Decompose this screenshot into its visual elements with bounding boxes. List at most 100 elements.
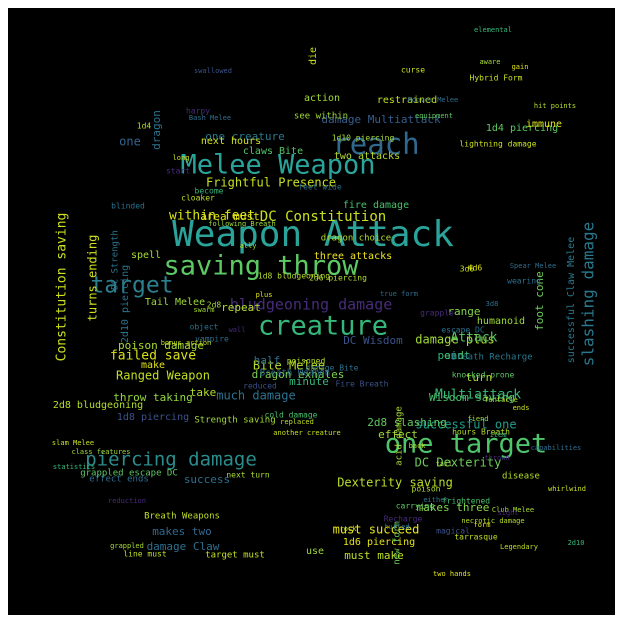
cloud-word: vampire <box>195 335 229 344</box>
cloud-word: dragon <box>150 110 163 150</box>
cloud-word: carrying <box>396 502 435 511</box>
cloud-word: wall <box>229 326 246 334</box>
cloud-word: harpy <box>186 107 210 116</box>
cloud-word: elemental <box>474 26 512 34</box>
cloud-word: success <box>184 473 230 486</box>
cloud-word: half <box>254 354 281 367</box>
cloud-word: swarm <box>193 306 214 314</box>
cloud-word: Tentacle <box>484 396 518 404</box>
cloud-word: blinded <box>111 202 145 211</box>
cloud-word: fire damage <box>343 200 409 211</box>
cloud-word: DC Dexterity <box>415 456 502 470</box>
cloud-word: 1d4 piercing <box>486 123 558 134</box>
cloud-word: damage Claw <box>147 540 220 553</box>
cloud-word: poisoned <box>287 357 326 366</box>
cloud-word: damage Bite <box>306 364 359 373</box>
cloud-word: humanoid <box>477 316 525 327</box>
cloud-word: Breath Recharge <box>451 353 532 363</box>
cloud-word: cold damage <box>265 411 318 420</box>
cloud-word: gain <box>512 63 529 71</box>
cloud-word: new form <box>393 521 403 564</box>
cloud-word: statistics <box>53 463 95 471</box>
cloud-word: 3d6 <box>460 265 475 274</box>
cloud-word: target <box>90 273 173 299</box>
cloud-word: successful Claw Melee <box>566 237 577 363</box>
cloud-word: claws Bite <box>243 146 303 157</box>
cloud-word: saving throw <box>163 251 359 282</box>
cloud-word: damage plus <box>415 333 494 347</box>
word-cloud: Weapon Attack Melee Weapon saving throw one… <box>8 8 615 615</box>
cloud-word: back <box>409 442 427 450</box>
cloud-word: hurled <box>384 523 409 531</box>
cloud-word: true form <box>380 290 418 298</box>
cloud-word: acid damage <box>395 406 405 466</box>
cloud-word: Strength saving <box>194 416 275 426</box>
cloud-word: action <box>304 93 340 104</box>
cloud-word: line must <box>123 550 167 559</box>
cloud-word: start <box>166 167 190 176</box>
cloud-word: slashing damage <box>579 222 598 367</box>
cloud-word: effect ends <box>89 475 149 485</box>
cloud-word: Ranged Weapon <box>116 369 210 383</box>
cloud-word: use <box>306 546 324 557</box>
cloud-word: 1d6 piercing <box>343 537 415 548</box>
cloud-word: piercing damage <box>85 449 257 471</box>
cloud-word: another creature <box>273 429 340 437</box>
cloud-word: lightning damage <box>459 140 536 149</box>
cloud-word: escape DC <box>441 326 485 335</box>
cloud-word: target must <box>205 551 265 561</box>
cloud-word: Bash Melee <box>189 114 231 122</box>
cloud-word: hours Breath <box>452 428 510 437</box>
cloud-word: bludgeoning damage <box>230 296 393 314</box>
cloud-word: dragon choice <box>321 234 391 244</box>
cloud-word: dragon exhales <box>252 368 345 381</box>
cloud-word: die <box>308 47 319 65</box>
cloud-word: grapple <box>420 309 454 318</box>
cloud-word: 2d10 piercing <box>120 265 131 343</box>
cloud-word: Multiattack <box>435 388 521 403</box>
cloud-word: Weapon Attack <box>172 214 454 255</box>
cloud-word: creature <box>258 311 388 342</box>
cloud-word: minute <box>289 375 329 388</box>
cloud-word: necrotic damage <box>461 517 524 525</box>
cloud-word: ally <box>240 242 257 250</box>
cloud-word: grappled <box>110 542 144 550</box>
cloud-word: two hands <box>433 570 471 578</box>
cloud-word: either <box>423 496 448 504</box>
word-cloud-background <box>8 8 615 615</box>
cloud-word: equipment <box>415 112 453 120</box>
cloud-word: aware <box>479 58 500 66</box>
cloud-word: turns ending <box>86 235 100 322</box>
cloud-word: Bite Melee <box>253 359 325 373</box>
cloud-word: within feet <box>169 209 255 224</box>
cloud-word: damage Multiattack <box>321 113 441 126</box>
cloud-word: tail <box>436 460 453 468</box>
cloud-word: two attacks <box>334 151 400 162</box>
cloud-word: 4d6 <box>468 264 483 273</box>
cloud-word: 1d8 bludgeoning <box>258 272 330 281</box>
cloud-word: Dexterity saving <box>337 476 453 490</box>
cloud-word: ends <box>513 404 530 412</box>
cloud-word: DC Strength <box>111 230 121 290</box>
cloud-word: frightened <box>442 497 490 506</box>
cloud-word: whirlwind <box>548 485 586 493</box>
cloud-word: Frightful Presence <box>206 176 336 190</box>
cloud-word: three attacks <box>314 251 392 262</box>
cloud-word: makes two <box>152 525 212 538</box>
cloud-word: restrained <box>377 95 437 106</box>
cloud-word: replaced <box>280 418 314 426</box>
cloud-word: immune <box>526 119 562 130</box>
cloud-word: Recharge <box>384 515 423 524</box>
cloud-word: become <box>195 187 224 196</box>
cloud-word: Hooves Melee <box>408 96 459 104</box>
cloud-word: Melee Weapon <box>180 150 375 181</box>
cloud-word: knocked prone <box>452 371 515 380</box>
cloud-word: throw taking <box>113 391 192 404</box>
cloud-word: Spear Melee <box>510 262 556 270</box>
cloud-word: 2d8 bludgeoning <box>53 400 143 411</box>
cloud-word: end <box>444 349 464 362</box>
cloud-word: Breath Weapons <box>144 512 220 522</box>
cloud-word: next hours <box>201 136 261 147</box>
cloud-word: area must <box>200 210 260 223</box>
cloud-word: 1d8 piercing <box>117 412 189 423</box>
